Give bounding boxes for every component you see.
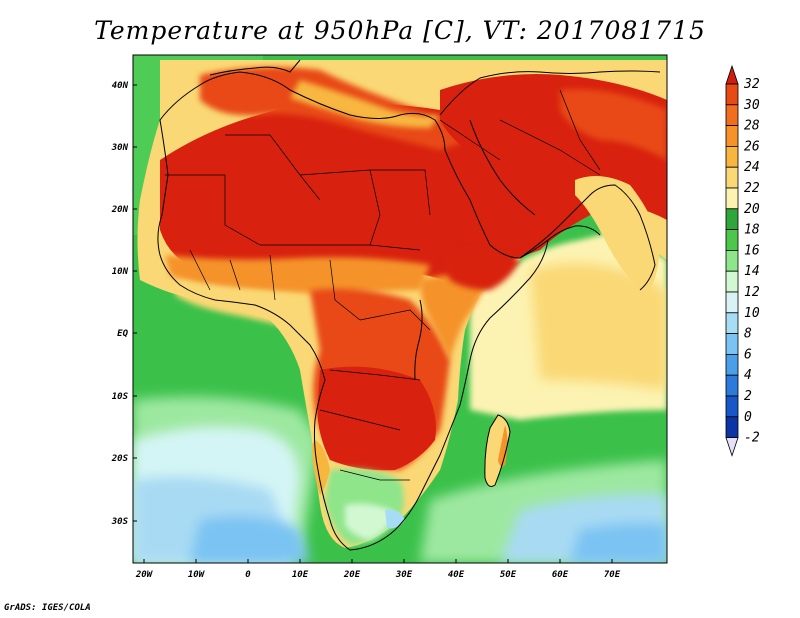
colorbar-swatch bbox=[725, 187, 739, 210]
colorbar-tick-label: 16 bbox=[744, 243, 760, 258]
colorbar-arrow-bottom bbox=[725, 437, 739, 457]
colorbar-swatch bbox=[725, 166, 739, 189]
map-frame bbox=[132, 54, 668, 564]
colorbar-tick-label: 22 bbox=[744, 181, 760, 196]
colorbar-tick-label: 14 bbox=[744, 264, 760, 279]
lon-label-30e: 30E bbox=[395, 570, 413, 580]
colorbar-tick-label: 20 bbox=[744, 202, 760, 217]
lat-label-eq: EQ bbox=[117, 329, 128, 339]
ocean-indian-warm bbox=[530, 263, 667, 390]
country-borders bbox=[165, 89, 601, 481]
lat-label-30n: 30N bbox=[111, 143, 129, 153]
land-namibia-coast bbox=[312, 440, 330, 495]
colorbar-tick-label: 30 bbox=[743, 98, 760, 113]
land-india-yellow bbox=[575, 176, 660, 290]
ocean-south-indian-colder bbox=[570, 523, 667, 563]
land-east-africa-orange bbox=[420, 273, 490, 360]
lon-label-20w: 20W bbox=[135, 570, 154, 580]
lon-label-70e: 70E bbox=[604, 570, 621, 580]
colorbar-swatch bbox=[725, 229, 739, 251]
land-southern-africa-hot bbox=[317, 366, 436, 471]
lat-axis: 40N 30N 20N 10N EQ 10S 20S 30S bbox=[111, 81, 137, 527]
land-drakensberg-cold bbox=[385, 509, 405, 529]
lat-label-20s: 20S bbox=[111, 454, 129, 464]
lat-label-20n: 20N bbox=[111, 205, 129, 215]
land-horn-hot bbox=[440, 246, 520, 290]
colorbar-tick-label: 18 bbox=[744, 223, 760, 238]
colorbar-tick-label: -2 bbox=[744, 431, 760, 446]
map-plot-area bbox=[133, 55, 667, 563]
colorbar-tick-label: 2 bbox=[744, 389, 752, 404]
colorbar-swatch bbox=[725, 83, 739, 106]
colorbar-swatch bbox=[725, 374, 739, 397]
colorbar-swatch bbox=[725, 249, 739, 272]
colorbar-tick-label: 6 bbox=[744, 347, 752, 362]
colorbar-swatch bbox=[725, 353, 739, 376]
lon-label-50e: 50E bbox=[500, 570, 517, 580]
colorbar-swatch bbox=[725, 416, 739, 438]
lat-label-30s: 30S bbox=[111, 517, 129, 527]
lon-label-40e: 40E bbox=[448, 570, 465, 580]
colorbar-swatch bbox=[725, 104, 739, 127]
lon-axis: 20W 10W 0 10E 20E 30E 40E 50E 60E 70E bbox=[135, 559, 621, 580]
coastlines bbox=[157, 59, 661, 551]
colorbar-tick-label: 26 bbox=[744, 139, 760, 154]
lon-label-20e: 20E bbox=[343, 570, 361, 580]
colorbar-tick-label: 24 bbox=[744, 160, 760, 175]
colorbar-swatch bbox=[725, 291, 739, 314]
plot-title: Temperature at 950hPa [C], VT: 201708171… bbox=[94, 16, 706, 45]
ocean-south-coldest bbox=[190, 516, 310, 563]
madagascar-east-coast bbox=[498, 425, 508, 467]
colorbar-tick-label: 0 bbox=[744, 410, 752, 425]
colorbar-tick-label: 28 bbox=[744, 119, 760, 134]
lon-label-10w: 10W bbox=[188, 570, 206, 580]
colorbar-swatch bbox=[725, 395, 739, 418]
colorbar-tick-label: 4 bbox=[744, 368, 752, 383]
colorbar-swatch bbox=[725, 125, 739, 147]
lon-label-0: 0 bbox=[245, 570, 251, 580]
land-south-africa-cold bbox=[345, 503, 395, 540]
footer-credit: GrADS: IGES/COLA bbox=[4, 603, 91, 613]
lat-label-40n: 40N bbox=[112, 81, 129, 91]
land-sahel-orange bbox=[165, 255, 430, 295]
colorbar-swatch bbox=[725, 270, 739, 293]
colorbar-tick-label: 10 bbox=[744, 306, 760, 321]
colorbar-swatch bbox=[725, 333, 739, 355]
land-mediterranean-coast bbox=[290, 80, 440, 128]
lat-label-10s: 10S bbox=[112, 392, 129, 402]
lon-label-60e: 60E bbox=[552, 570, 569, 580]
colorbar-tick-label: 32 bbox=[743, 77, 760, 92]
colorbar-swatch bbox=[725, 312, 739, 334]
lat-label-10n: 10N bbox=[112, 267, 129, 277]
lon-label-10e: 10E bbox=[292, 570, 309, 580]
colorbar-swatch bbox=[725, 145, 739, 168]
land-iran-orange bbox=[560, 89, 667, 160]
colorbar-arrow-top bbox=[725, 64, 739, 85]
colorbar-tick-label: 12 bbox=[744, 285, 760, 300]
colorbar-tick-label: 8 bbox=[744, 327, 752, 342]
colorbar-swatch bbox=[725, 208, 739, 231]
